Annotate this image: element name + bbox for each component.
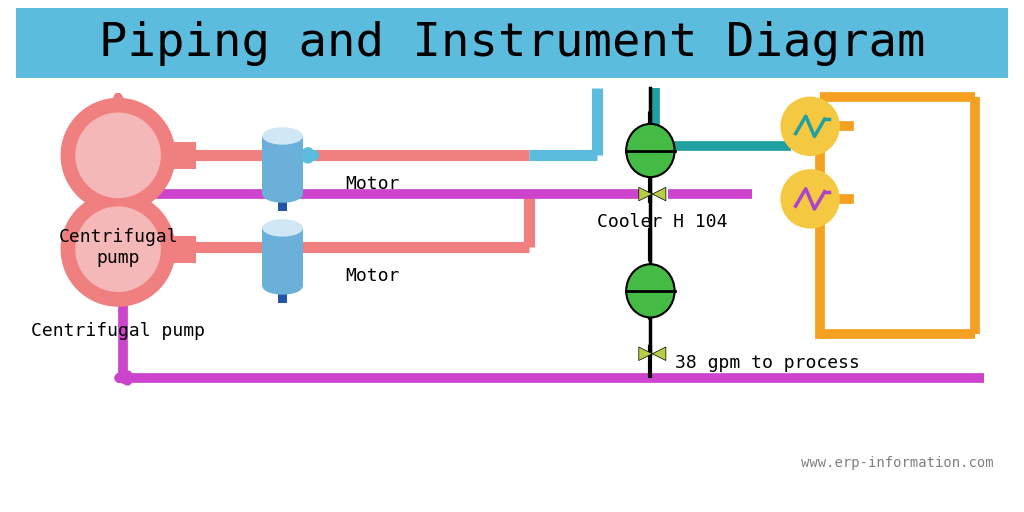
Circle shape [61, 99, 174, 211]
Text: www.erp-information.com: www.erp-information.com [802, 456, 994, 470]
Ellipse shape [262, 185, 303, 203]
Text: Motor: Motor [345, 267, 400, 285]
Text: Centrifugal
pump: Centrifugal pump [58, 228, 178, 267]
Polygon shape [652, 347, 666, 360]
Ellipse shape [262, 127, 303, 145]
FancyBboxPatch shape [278, 192, 288, 211]
Ellipse shape [262, 278, 303, 295]
Ellipse shape [627, 124, 675, 177]
FancyBboxPatch shape [16, 8, 1008, 78]
Circle shape [781, 97, 839, 155]
FancyBboxPatch shape [169, 236, 197, 263]
Polygon shape [639, 347, 652, 360]
Circle shape [76, 207, 160, 291]
Text: Piping and Instrument Diagram: Piping and Instrument Diagram [98, 20, 926, 66]
FancyBboxPatch shape [169, 142, 197, 169]
FancyBboxPatch shape [278, 284, 288, 304]
Ellipse shape [262, 219, 303, 237]
Circle shape [76, 113, 160, 198]
Ellipse shape [627, 264, 675, 317]
Text: 38 gpm to process: 38 gpm to process [675, 354, 859, 372]
Text: Motor: Motor [345, 176, 400, 194]
Circle shape [61, 193, 174, 305]
Text: Centrifugal pump: Centrifugal pump [31, 322, 205, 340]
FancyBboxPatch shape [262, 228, 303, 286]
Circle shape [781, 170, 839, 228]
Polygon shape [652, 187, 666, 201]
FancyBboxPatch shape [262, 136, 303, 194]
Polygon shape [639, 187, 652, 201]
Text: Cooler H 104: Cooler H 104 [597, 214, 728, 231]
